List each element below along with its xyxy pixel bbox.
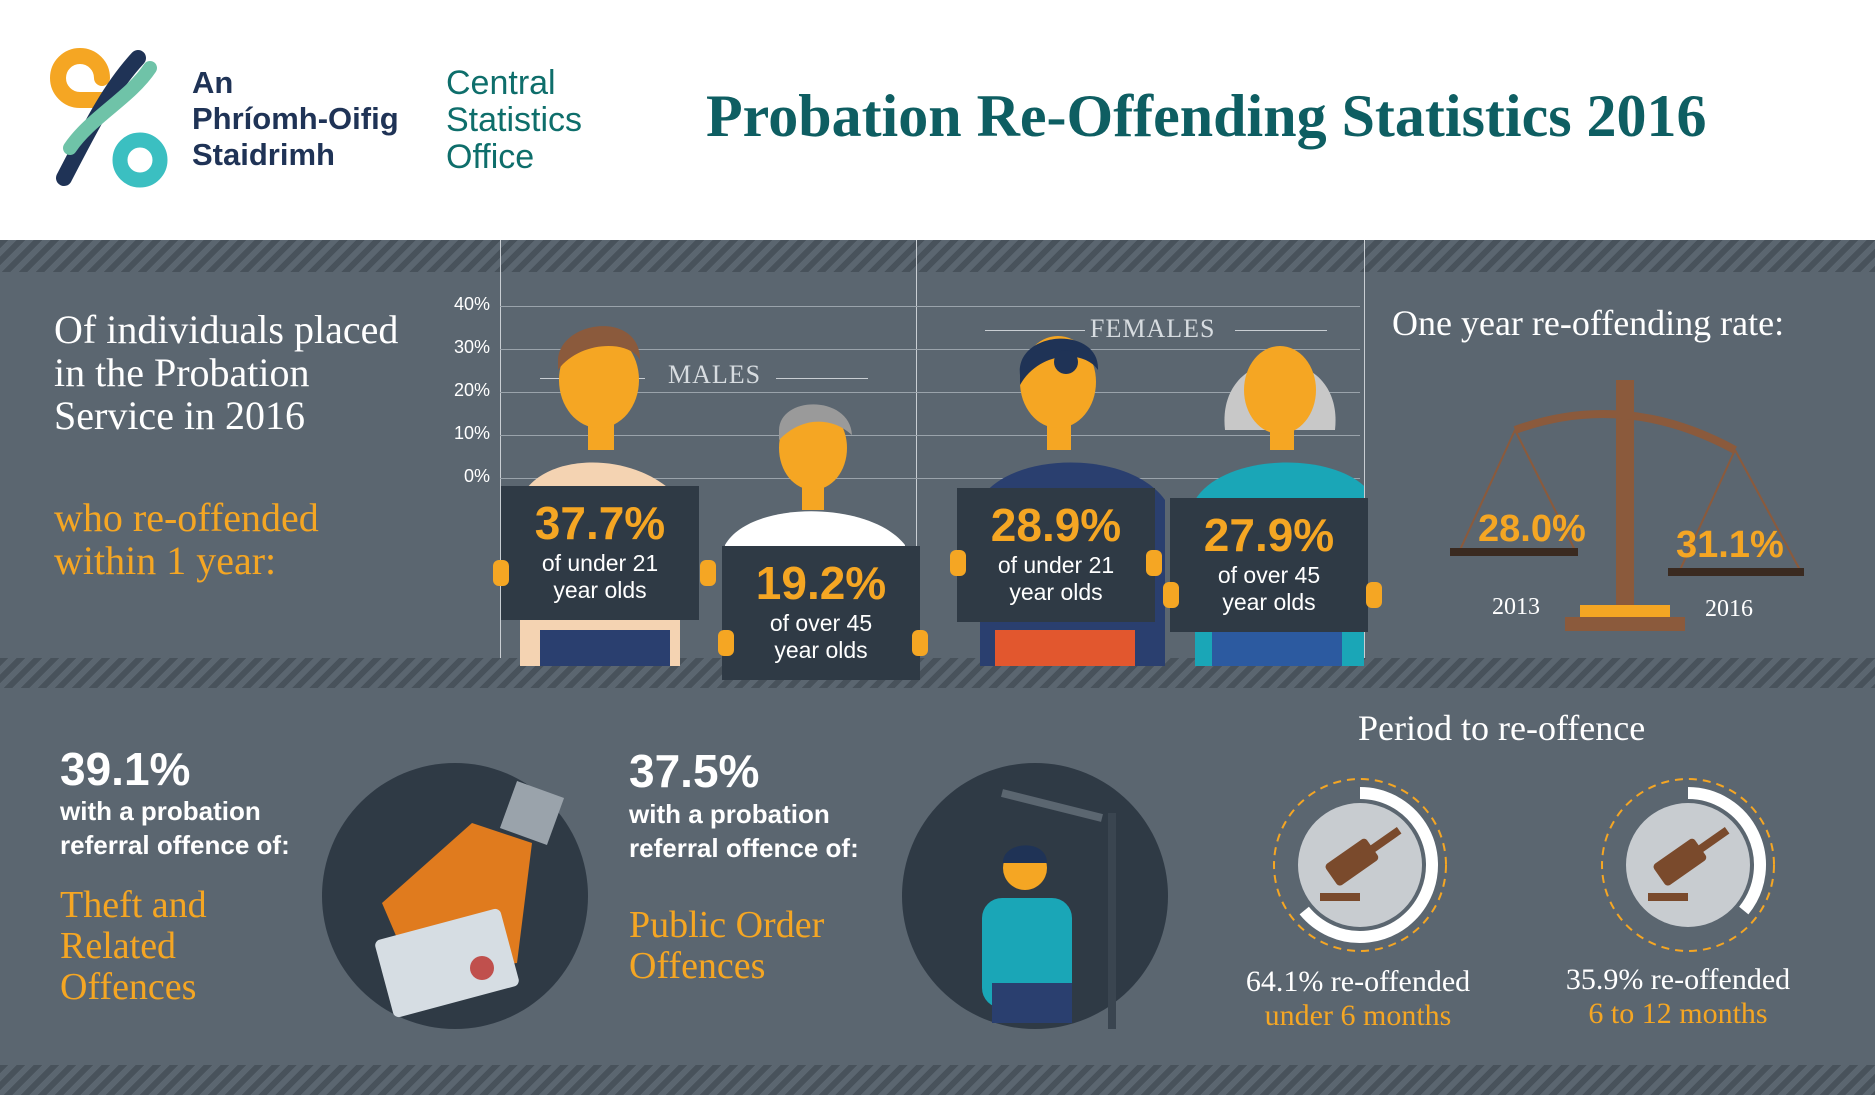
period-dial [1273,778,1447,952]
tick-label: 30% [453,337,490,357]
stat-label: of over 45 [769,610,873,636]
offence-name-line: Offences [629,945,766,987]
stat-percent: 28.9% [990,499,1122,551]
stat-label: year olds [1222,589,1316,615]
offence-desc: with a probation referral offence of: [629,797,859,865]
year-label: 2013 [1492,594,1540,620]
sign-peg [950,550,966,576]
page-title: Probation Re-Offending Statistics 2016 [706,83,1707,149]
gavel-icon [1653,826,1730,886]
period-value: 64.1% re-offended [1245,965,1471,998]
logo-english-line: Office [446,138,535,176]
public-order-icon [902,763,1168,1029]
divider [1364,240,1365,658]
divider [500,240,501,658]
sign-peg [718,630,734,656]
logo-english-line: Central [446,64,556,102]
stat-label: year olds [553,577,647,603]
hatch-band [0,658,1875,688]
header: An Phríomh-Oifig Staidrimh Central Stati… [0,0,1875,240]
gavel-icon [1325,826,1402,886]
divider [916,240,917,658]
period-title: Period to re-offence [1358,708,1646,748]
offence-name-line: Public Order [629,904,825,946]
period-label: under 6 months [1264,999,1452,1032]
lineup-panel [0,272,1875,658]
logo-english-name: Central Statistics Office [446,65,582,176]
intro-text: Of individuals placed in the Probation S… [54,307,399,438]
offence-name-line: Related [60,925,177,967]
group-bracket [776,378,868,379]
grid-line [500,435,1360,436]
period-progress-arc [1299,787,1438,943]
sign-peg [493,560,509,586]
stat-sign: 37.7% of under 21 year olds [501,486,699,620]
offence-name: Public Order Offences [629,905,824,987]
males-label: MALES [668,360,762,389]
logo-irish-line: An [192,65,234,100]
period-dial [1601,778,1775,952]
logo-english-line: Statistics [446,101,583,139]
grid-line [500,349,1360,350]
offence-percent: 37.5% [629,745,760,797]
stat-sign: 19.2% of over 45 year olds [722,546,920,680]
sign-peg [1366,582,1382,608]
rate-value-2016: 31.1% [1676,524,1784,566]
stat-label: year olds [1009,579,1103,605]
offence-name-line: Theft and [60,884,207,926]
period-value: 35.9% re-offended [1565,963,1791,996]
hatch-band [0,240,1875,272]
stat-label: year olds [774,637,868,663]
offence-desc-line: with a probation [629,799,830,829]
stat-label: of under 21 [541,550,659,576]
year-label: 2016 [1705,596,1753,622]
offence-name: Theft and Related Offences [60,885,207,1008]
tick-label: 0% [463,466,490,486]
offence-percent: 39.1% [60,743,191,795]
grid-line [500,478,1360,479]
cso-logo-icon [50,48,168,188]
offence-desc: with a probation referral offence of: [60,794,290,862]
stat-percent: 19.2% [755,557,887,609]
sign-peg [1163,582,1179,608]
stat-label: of over 45 [1217,562,1321,588]
tick-label: 40% [453,294,490,314]
tick-label: 20% [453,380,490,400]
grid-line [500,392,1360,393]
period-progress-arc [1687,787,1766,915]
offence-desc-line: referral offence of: [629,833,859,863]
stat-percent: 27.9% [1203,509,1335,561]
period-label: 6 to 12 months [1588,997,1768,1030]
tick-label: 10% [453,423,490,443]
theft-hand-icon [322,763,588,1029]
group-bracket [985,330,1085,331]
stat-percent: 37.7% [534,497,666,549]
logo-irish-line: Phríomh-Oifig [192,101,399,136]
offence-name-line: Offences [60,966,197,1008]
females-label: FEMALES [1090,314,1216,343]
stat-label: of under 21 [997,552,1115,578]
logo-irish-name: An Phríomh-Oifig Staidrimh [192,65,399,173]
logo-irish-line: Staidrimh [192,137,335,172]
intro-highlight: who re-offended within 1 year: [54,495,319,583]
offence-desc-line: with a probation [60,796,261,826]
sign-peg [700,560,716,586]
sign-peg [1146,550,1162,576]
stat-sign: 28.9% of under 21 year olds [957,488,1155,622]
sign-peg [912,630,928,656]
stat-sign: 27.9% of over 45 year olds [1170,498,1368,632]
rate-value-2013: 28.0% [1478,508,1586,550]
rate-title: One year re-offending rate: [1392,303,1785,343]
group-bracket [1235,330,1327,331]
hatch-band [0,1065,1875,1095]
scales-icon [1450,380,1804,631]
grid-line [500,306,1360,307]
offence-desc-line: referral offence of: [60,830,290,860]
